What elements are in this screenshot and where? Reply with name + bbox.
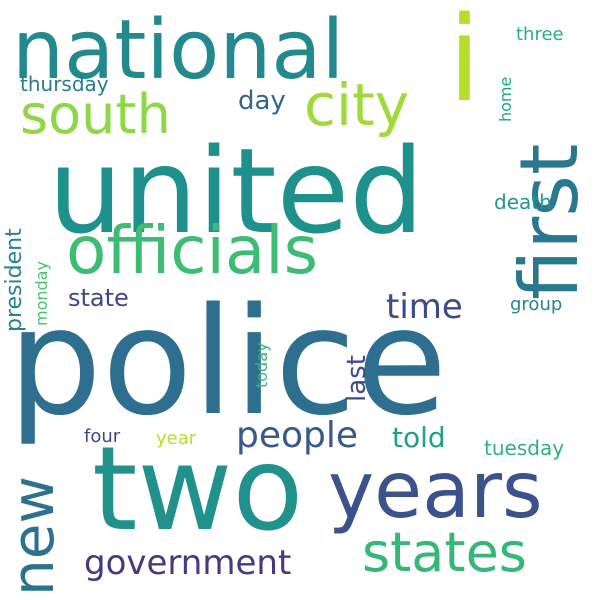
word-death: death [494, 190, 552, 214]
word-years: years [328, 446, 543, 536]
word-told: told [392, 421, 446, 454]
word-home: home [496, 76, 515, 122]
word-officials: officials [66, 212, 318, 289]
word-national: national [12, 3, 345, 98]
word-south: south [20, 83, 171, 146]
word-people: people [236, 415, 359, 456]
word-two: two [92, 422, 304, 557]
word-united: united [48, 122, 425, 260]
word-president: president [2, 228, 27, 332]
word-i: i [448, 0, 481, 128]
word-day: day [238, 86, 286, 116]
word-police: police [8, 276, 448, 448]
word-states: states [362, 521, 527, 584]
word-state: state [68, 284, 129, 312]
word-time: time [386, 287, 463, 327]
word-thursday: thursday [20, 72, 109, 96]
word-last: last [342, 355, 372, 402]
word-tuesday: tuesday [484, 436, 565, 460]
word-new: new [0, 476, 67, 596]
word-monday: monday [32, 261, 51, 326]
word-year: year [156, 428, 197, 449]
word-four: four [84, 426, 121, 447]
word-first: first [503, 143, 596, 300]
word-three: three [516, 24, 564, 45]
word-today: today [252, 342, 271, 389]
word-group: group [510, 294, 563, 315]
word-government: government [84, 543, 292, 583]
word-city: city [304, 71, 410, 139]
